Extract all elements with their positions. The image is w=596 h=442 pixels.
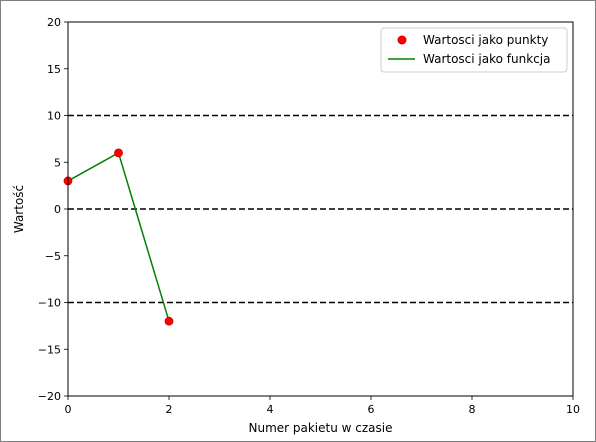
- legend-label-points: Wartosci jako punkty: [423, 33, 548, 47]
- y-tick-label-5: 5: [54, 156, 61, 169]
- x-tick-label-0: 0: [65, 403, 72, 416]
- series-line-function: [67, 151, 170, 322]
- y-tick-label-0: −20: [38, 390, 61, 403]
- y-tick-label-7: 15: [47, 63, 61, 76]
- x-tick-label-4: 8: [469, 403, 476, 416]
- legend-marker-points: [397, 35, 407, 45]
- x-axis-ticks: 0 2 4 6 8 10: [65, 396, 580, 416]
- data-point-1: [114, 148, 123, 158]
- y-axis-ticks: −20 −15 −10 −5 0 5 10 15 20: [38, 16, 68, 403]
- x-tick-label-2: 4: [267, 403, 274, 416]
- data-point-2: [164, 316, 174, 326]
- legend-box: [380, 27, 568, 73]
- x-axis-label: Numer pakietu w czasie: [248, 421, 392, 435]
- series-layer: [63, 148, 174, 326]
- y-tick-label-1: −15: [38, 343, 61, 356]
- y-tick-label-8: 20: [47, 16, 61, 29]
- reference-lines: [68, 114, 573, 304]
- y-tick-label-4: 0: [54, 203, 61, 216]
- legend-label-function: Wartosci jako funkcja: [423, 52, 550, 66]
- x-tick-label-3: 6: [368, 403, 375, 416]
- y-tick-label-2: −10: [38, 297, 61, 310]
- y-tick-label-3: −5: [45, 250, 61, 263]
- x-tick-label-1: 2: [166, 403, 173, 416]
- y-tick-label-6: 10: [47, 110, 61, 123]
- legend: Wartosci jako punkty Wartosci jako funkc…: [380, 27, 568, 73]
- x-tick-label-5: 10: [566, 403, 580, 416]
- y-axis-label: Wartość: [12, 185, 26, 233]
